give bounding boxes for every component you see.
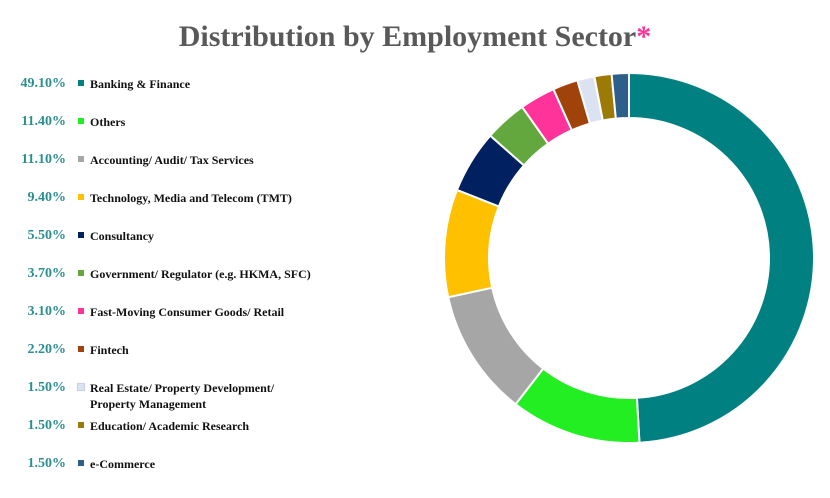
legend-value: 3.10% — [27, 304, 67, 319]
donut-slice — [447, 286, 545, 406]
legend-label: Technology, Media and Telecom (TMT) — [90, 191, 292, 205]
legend-label: Accounting/ Audit/ Tax Services — [90, 153, 254, 167]
legend-swatch — [78, 156, 84, 162]
legend-item: 5.50% Consultancy — [0, 228, 420, 264]
legend-label: e-Commerce — [90, 457, 156, 471]
donut-slice — [610, 71, 630, 120]
title-asterisk: * — [636, 20, 652, 53]
legend-item: 3.70% Government/ Regulator (e.g. HKMA, S… — [0, 266, 420, 302]
legend-swatch — [78, 194, 84, 200]
chart-title: Distribution by Employment Sector* — [178, 20, 652, 53]
legend-label: Consultancy — [90, 229, 155, 243]
legend-swatch — [78, 346, 84, 352]
legend-value: 1.50% — [27, 418, 67, 433]
legend-item: 1.50% e-Commerce — [0, 456, 420, 492]
legend-item: 11.10% Accounting/ Audit/ Tax Services — [0, 152, 420, 188]
legend-swatch — [77, 383, 85, 391]
legend-value: 49.10% — [20, 76, 67, 91]
legend-swatch — [78, 232, 84, 238]
legend-label: Fintech — [90, 343, 129, 357]
donut-slice — [628, 71, 815, 444]
legend-value: 2.20% — [27, 342, 67, 357]
legend-swatch — [78, 270, 84, 276]
legend-swatch — [78, 422, 84, 428]
legend-label: Banking & Finance — [90, 77, 191, 91]
legend-value: 1.50% — [27, 456, 67, 471]
legend-item: 1.50% Education/ Academic Research — [0, 418, 420, 454]
legend-item: 1.50% Real Estate/ Property Development/ … — [0, 380, 420, 416]
legend-value: 3.70% — [27, 266, 67, 281]
legend-label: Government/ Regulator (e.g. HKMA, SFC) — [90, 267, 311, 281]
legend-item: 3.10% Fast-Moving Consumer Goods/ Retail — [0, 304, 420, 340]
legend-label: Fast-Moving Consumer Goods/ Retail — [90, 305, 285, 319]
legend-value: 5.50% — [27, 228, 67, 243]
legend-swatch — [78, 80, 84, 86]
legend-item: 49.10% Banking & Finance — [0, 76, 420, 112]
legend-value: 1.50% — [27, 380, 67, 395]
legend-swatch — [78, 460, 84, 466]
legend-swatch — [78, 118, 84, 124]
legend-item: 9.40% Technology, Media and Telecom (TMT) — [0, 190, 420, 226]
legend-value: 11.40% — [21, 114, 66, 129]
legend-item: 2.20% Fintech — [0, 342, 420, 378]
legend-swatch — [78, 308, 84, 314]
donut-slice — [443, 188, 501, 299]
legend-label: Others — [90, 115, 126, 129]
legend-label: Real Estate/ Property Development/ Prope… — [90, 381, 275, 411]
legend-item: 11.40% Others — [0, 114, 420, 150]
legend-label: Education/ Academic Research — [90, 419, 250, 433]
legend-value: 9.40% — [27, 190, 67, 205]
legend-value: 11.10% — [21, 152, 66, 167]
